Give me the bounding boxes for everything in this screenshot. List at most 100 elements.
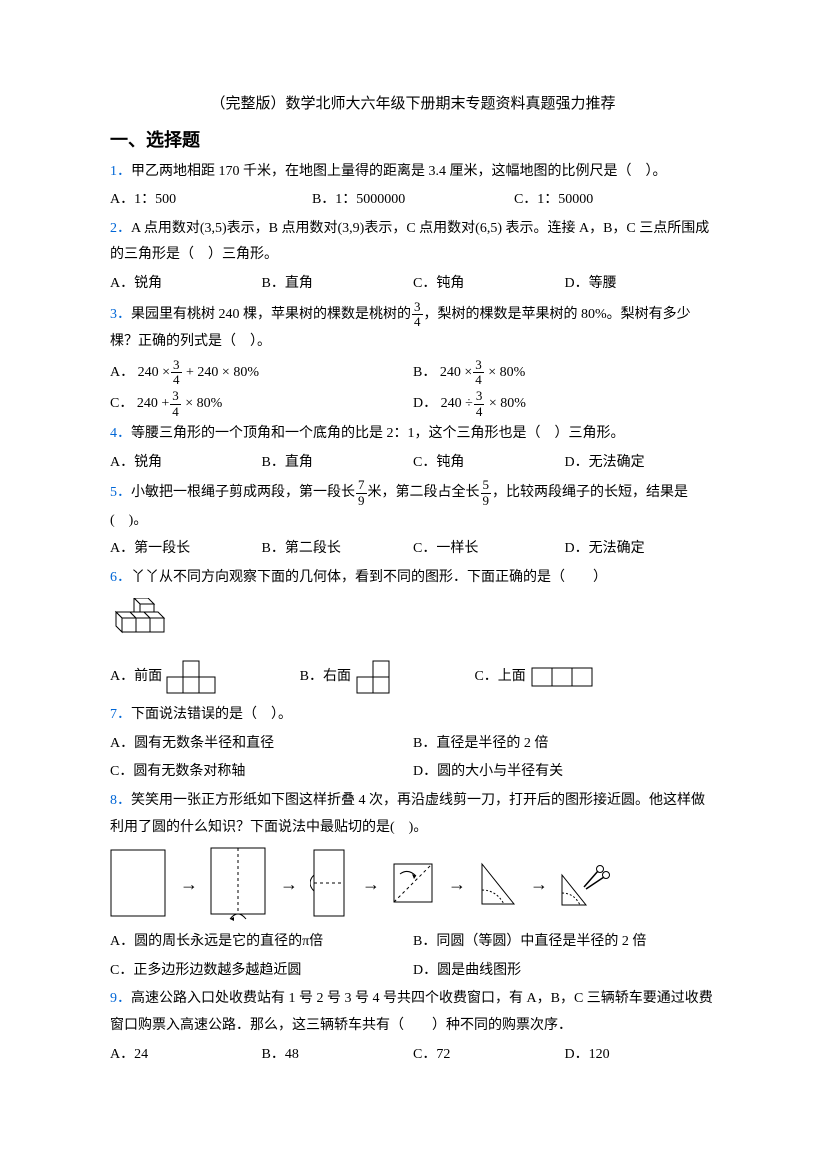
question-8: 8．笑笑用一张正方形纸如下图这样折叠 4 次，再沿虚线剪一刀，打开后的图形接近圆… [110,788,716,841]
q3-d-num: 3 [474,389,485,404]
q3-a-frac: 34 [171,358,182,388]
q1-opt-c: C．1：50000 [514,187,716,214]
q3-c-den: 4 [170,405,181,419]
q3-opt-d: D． 240 ÷34 × 80% [413,389,716,419]
q5-opt-a: A．第一段长 [110,536,262,563]
fold-step3-icon [310,849,350,919]
q3-frac-num: 3 [412,300,423,315]
q4-num: 4． [110,426,131,441]
q3-c-frac: 34 [170,389,181,419]
q5-f1-den: 9 [356,494,367,508]
q2-options: A．锐角 B．直角 C．钝角 D．等腰 [110,271,716,298]
q8-fold-figure: → → → → → [110,847,716,921]
q6-b-label: B．右面 [300,664,351,691]
q3-a-label: A． [110,365,134,380]
q8-num: 8． [110,793,131,808]
q3-c-label: C． [110,396,133,411]
q3-c-pre: 240 + [137,396,169,411]
q6-a-shape-icon [166,660,216,694]
q7-text: 下面说法错误的是（ ）。 [131,707,292,722]
q3-b-pre: 240 × [440,365,472,380]
fold-step4-icon [392,862,436,906]
q9-opt-d: D．120 [565,1042,717,1069]
q3-num: 3． [110,307,131,322]
arrow-icon: → [448,867,466,901]
q5-f2-den: 9 [481,494,492,508]
q3-frac: 34 [412,300,423,330]
question-6: 6．丫丫从不同方向观察下面的几何体，看到不同的图形．下面正确的是（ ） [110,565,716,592]
q8-options-row1: A．圆的周长永远是它的直径的π倍 B．同圆（等圆）中直径是半径的 2 倍 [110,929,716,956]
q9-text: 高速公路入口处收费站有 1 号 2 号 3 号 4 号共四个收费窗口，有 A，B… [110,991,713,1033]
q7-opt-d: D．圆的大小与半径有关 [413,759,716,786]
question-4: 4．等腰三角形的一个顶角和一个底角的比是 2：1，这个三角形也是（ ）三角形。 [110,421,716,448]
q3-b-label: B． [413,365,436,380]
q5-f2-num: 5 [481,478,492,493]
doc-title: （完整版）数学北师大六年级下册期末专题资料真题强力推荐 [110,90,716,119]
question-7: 7．下面说法错误的是（ ）。 [110,702,716,729]
q7-options-row2: C．圆有无数条对称轴 D．圆的大小与半径有关 [110,759,716,786]
q6-num: 6． [110,570,131,585]
q3-d-post: × 80% [485,396,526,411]
q3-a-post: + 240 × 80% [183,365,259,380]
arrow-icon: → [530,867,548,901]
arrow-icon: → [362,867,380,901]
q8-opt-c: C．正多边形边数越多越趋近圆 [110,958,413,985]
q7-opt-c: C．圆有无数条对称轴 [110,759,413,786]
q7-num: 7． [110,707,131,722]
q5-opt-b: B．第二段长 [262,536,414,563]
q5-options: A．第一段长 B．第二段长 C．一样长 D．无法确定 [110,536,716,563]
q6-text: 丫丫从不同方向观察下面的几何体，看到不同的图形．下面正确的是（ ） [131,570,607,585]
q2-num: 2． [110,221,131,236]
q5-text-before: 小敏把一根绳子剪成两段，第一段长 [131,485,355,500]
question-3: 3．果园里有桃树 240 棵，苹果树的棵数是桃树的34，梨树的棵数是苹果树的 8… [110,300,716,356]
q2-text: A 点用数对(3,5)表示，B 点用数对(3,9)表示，C 点用数对(6,5) … [110,221,709,263]
q3-c-post: × 80% [182,396,223,411]
q6-options: A．前面 B．右面 C．上面 [110,660,716,694]
q3-a-num: 3 [171,358,182,373]
fold-step1-icon [110,849,168,919]
q3-c-num: 3 [170,389,181,404]
q3-b-post: × 80% [485,365,526,380]
q2-opt-a: A．锐角 [110,271,262,298]
q5-num: 5． [110,485,131,500]
q9-opt-b: B．48 [262,1042,414,1069]
question-2: 2．A 点用数对(3,5)表示，B 点用数对(3,9)表示，C 点用数对(6,5… [110,216,716,269]
fold-step2-icon [210,847,268,921]
q3-d-den: 4 [474,405,485,419]
q3-d-frac: 34 [474,389,485,419]
q5-opt-d: D．无法确定 [565,536,717,563]
q4-opt-b: B．直角 [262,450,414,477]
fold-step5-icon [478,860,518,908]
q9-opt-a: A．24 [110,1042,262,1069]
q3-b-num: 3 [473,358,484,373]
arrow-icon: → [280,867,298,901]
q1-opt-a: A．1：500 [110,187,312,214]
q5-opt-c: C．一样长 [413,536,565,563]
q5-f1-num: 7 [356,478,367,493]
q6-cubes-figure [110,598,716,653]
q3-opt-b: B． 240 ×34 × 80% [413,358,716,388]
q3-opt-a: A． 240 ×34 + 240 × 80% [110,358,413,388]
q4-options: A．锐角 B．直角 C．钝角 D．无法确定 [110,450,716,477]
scissors-icon [560,859,610,909]
q3-d-label: D． [413,396,437,411]
question-5: 5．小敏把一根绳子剪成两段，第一段长79米，第二段占全长59，比较两段绳子的长短… [110,478,716,534]
q7-opt-a: A．圆有无数条半径和直径 [110,731,413,758]
q5-text-mid: 米，第二段占全长 [368,485,480,500]
q6-opt-a: A．前面 [110,660,216,694]
arrow-icon: → [180,867,198,901]
q8-opt-a: A．圆的周长永远是它的直径的π倍 [110,929,413,956]
q9-num: 9． [110,991,131,1006]
q4-opt-c: C．钝角 [413,450,565,477]
question-9: 9．高速公路入口处收费站有 1 号 2 号 3 号 4 号共四个收费窗口，有 A… [110,986,716,1039]
q8-text: 笑笑用一张正方形纸如下图这样折叠 4 次，再沿虚线剪一刀，打开后的图形接近圆。他… [110,793,705,835]
q3-b-den: 4 [473,373,484,387]
q2-opt-b: B．直角 [262,271,414,298]
q3-a-den: 4 [171,373,182,387]
q8-options-row2: C．正多边形边数越多越趋近圆 D．圆是曲线图形 [110,958,716,985]
q8-opt-d: D．圆是曲线图形 [413,958,716,985]
q7-opt-b: B．直径是半径的 2 倍 [413,731,716,758]
q3-text-before: 果园里有桃树 240 棵，苹果树的棵数是桃树的 [131,307,411,322]
q4-opt-d: D．无法确定 [565,450,717,477]
q3-frac-den: 4 [412,315,423,329]
